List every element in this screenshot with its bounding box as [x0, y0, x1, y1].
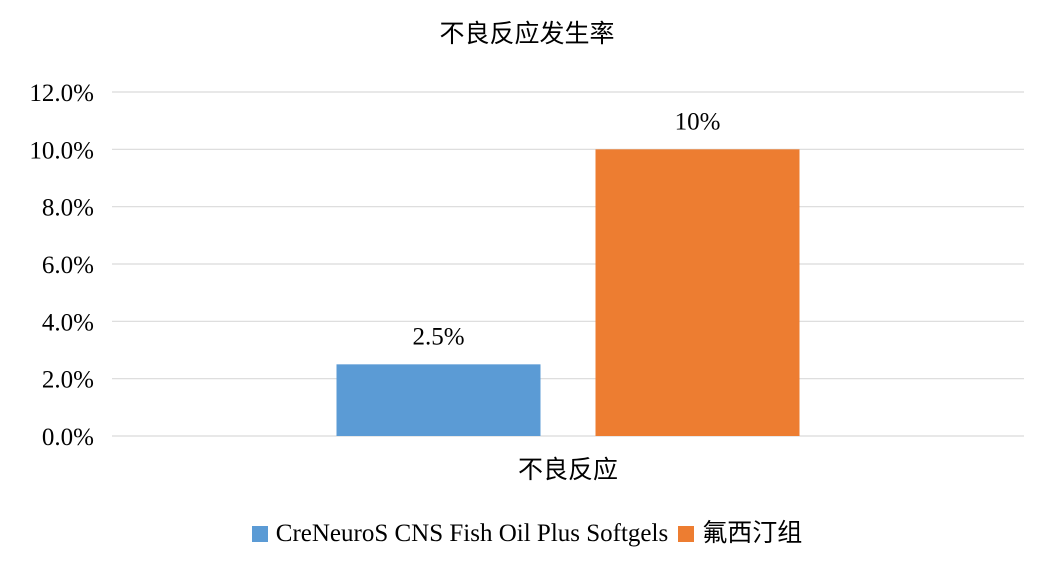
- legend-label-series-1: CreNeuroS CNS Fish Oil Plus Softgels: [275, 520, 669, 547]
- legend-item-series-2: 氟西汀组: [678, 517, 802, 551]
- bar-series-1-1: [336, 364, 541, 436]
- y-tick-label-0: 0.0%: [42, 424, 94, 451]
- y-tick-label-6: 12.0%: [29, 80, 94, 107]
- legend-item-series-1: CreNeuroS CNS Fish Oil Plus Softgels: [251, 517, 669, 551]
- y-tick-label-3: 6.0%: [42, 252, 94, 279]
- chart-title: 不良反应发生率: [439, 21, 615, 48]
- legend-swatch-series-1: [251, 526, 268, 542]
- x-tick-label-1: 不良反应: [518, 456, 618, 484]
- chart-legend: CreNeuroS CNS Fish Oil Plus Softgels 氟西汀…: [0, 517, 1054, 551]
- bar-series-2-1: [595, 149, 800, 437]
- data-label-series-1-1: 2.5%: [412, 323, 464, 350]
- y-tick-label-5: 10.0%: [29, 137, 94, 164]
- y-tick-label-4: 8.0%: [42, 195, 94, 222]
- legend-swatch-series-2: [678, 526, 695, 542]
- y-tick-label-1: 2.0%: [42, 367, 94, 394]
- legend-label-series-2: 氟西汀组: [702, 520, 803, 547]
- data-label-series-2-1: 10%: [675, 108, 721, 135]
- y-tick-label-2: 4.0%: [42, 309, 94, 336]
